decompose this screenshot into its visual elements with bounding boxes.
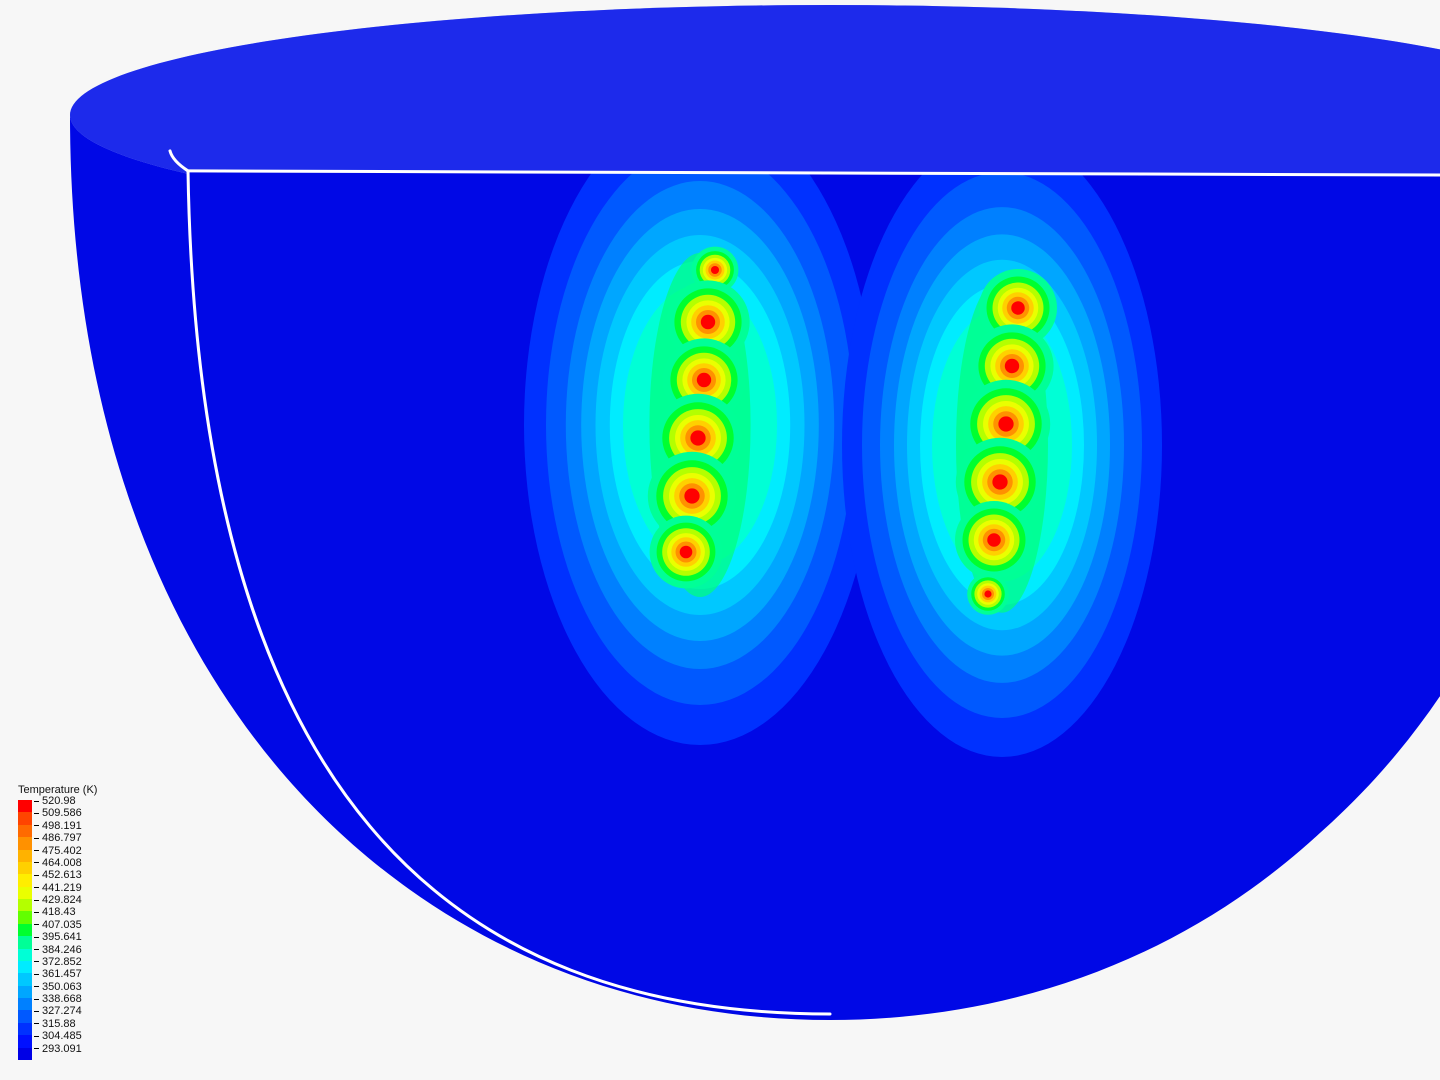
legend-tick: 327.274 <box>34 1005 82 1017</box>
legend-swatch <box>18 800 32 812</box>
legend-tick: 475.402 <box>34 845 82 857</box>
heat-spot-ring <box>1011 301 1025 315</box>
legend-swatch <box>18 899 32 911</box>
legend-swatch <box>18 837 32 849</box>
legend-swatch <box>18 911 32 923</box>
legend-tick: 338.668 <box>34 993 82 1005</box>
legend-swatch <box>18 1035 32 1047</box>
legend-tick: 350.063 <box>34 981 82 993</box>
heat-spot-ring <box>987 533 1001 547</box>
legend-swatch <box>18 1048 32 1060</box>
legend-tick: 315.88 <box>34 1018 76 1030</box>
legend-tick: 441.219 <box>34 882 82 894</box>
legend-swatch <box>18 1010 32 1022</box>
heat-spot-ring <box>701 315 715 329</box>
legend-tick: 407.035 <box>34 919 82 931</box>
heat-spot-ring <box>680 546 693 559</box>
legend-swatch <box>18 986 32 998</box>
legend-tick: 486.797 <box>34 832 82 844</box>
legend-tick: 464.008 <box>34 857 82 869</box>
heat-spot-ring <box>998 416 1013 431</box>
legend-tick: 395.641 <box>34 931 82 943</box>
legend-swatch <box>18 1023 32 1035</box>
legend-swatch <box>18 874 32 886</box>
legend-tick: 361.457 <box>34 968 82 980</box>
legend-swatch <box>18 961 32 973</box>
legend-tick: 372.852 <box>34 956 82 968</box>
legend-swatch <box>18 998 32 1010</box>
legend-tick: 293.091 <box>34 1043 82 1055</box>
legend-swatch <box>18 812 32 824</box>
legend-tick: 384.246 <box>34 944 82 956</box>
legend-swatch <box>18 887 32 899</box>
legend-swatch <box>18 850 32 862</box>
heat-spot-ring <box>697 373 711 387</box>
heat-spot-ring <box>684 488 699 503</box>
heat-spot-ring <box>690 430 705 445</box>
heat-spot-ring <box>711 266 719 274</box>
color-legend: Temperature (K) 520.98509.586498.191486.… <box>18 784 97 1060</box>
heat-spot-ring <box>1005 359 1019 373</box>
legend-swatch <box>18 862 32 874</box>
legend-colorbar <box>18 800 32 1060</box>
legend-tick: 520.98 <box>34 795 76 807</box>
legend-swatch <box>18 936 32 948</box>
legend-tick: 452.613 <box>34 869 82 881</box>
legend-tick: 498.191 <box>34 820 82 832</box>
legend-swatch <box>18 949 32 961</box>
heat-spot-ring <box>992 474 1007 489</box>
legend-tick: 429.824 <box>34 894 82 906</box>
legend-swatch <box>18 973 32 985</box>
legend-swatch <box>18 924 32 936</box>
legend-tick: 509.586 <box>34 807 82 819</box>
legend-tick: 418.43 <box>34 906 76 918</box>
legend-tick: 304.485 <box>34 1030 82 1042</box>
legend-swatch <box>18 825 32 837</box>
heat-spot-ring <box>984 590 991 597</box>
simulation-viewport[interactable] <box>0 0 1440 1080</box>
